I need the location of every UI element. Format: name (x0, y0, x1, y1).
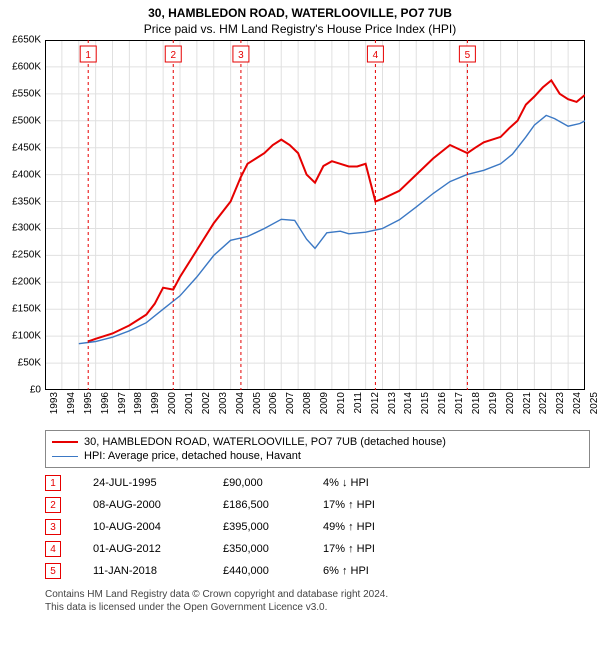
transaction-price: £186,500 (223, 499, 323, 511)
x-tick-label: 2015 (420, 392, 431, 414)
x-tick-label: 2010 (336, 392, 347, 414)
x-tick-label: 2008 (302, 392, 313, 414)
y-tick-label: £450K (12, 142, 41, 153)
footer-text: Contains HM Land Registry data © Crown c… (45, 588, 590, 614)
chart-container: { "title": "30, HAMBLEDON ROAD, WATERLOO… (0, 0, 600, 650)
x-tick-label: 1999 (150, 392, 161, 414)
x-tick-label: 2012 (370, 392, 381, 414)
x-tick-label: 2004 (235, 392, 246, 414)
transaction-marker: 1 (45, 475, 61, 491)
x-tick-label: 2017 (454, 392, 465, 414)
x-tick-label: 2025 (589, 392, 600, 414)
legend-swatch (52, 441, 78, 443)
transaction-delta: 6% ↑ HPI (323, 565, 443, 577)
x-tick-label: 2002 (201, 392, 212, 414)
transaction-price: £90,000 (223, 477, 323, 489)
legend-label: HPI: Average price, detached house, Hava… (84, 450, 301, 462)
svg-text:5: 5 (465, 50, 471, 61)
footer-line-1: Contains HM Land Registry data © Crown c… (45, 588, 590, 601)
transaction-delta: 4% ↓ HPI (323, 477, 443, 489)
y-tick-label: £350K (12, 196, 41, 207)
transaction-date: 24-JUL-1995 (93, 477, 223, 489)
x-tick-label: 2020 (505, 392, 516, 414)
transaction-price: £350,000 (223, 543, 323, 555)
x-tick-label: 2003 (218, 392, 229, 414)
y-tick-label: £200K (12, 277, 41, 288)
transaction-row: 5 11-JAN-2018£440,0006% ↑ HPI (45, 560, 590, 582)
y-tick-label: £500K (12, 115, 41, 126)
transactions-table: 124-JUL-1995£90,0004% ↓ HPI208-AUG-2000£… (45, 472, 590, 582)
transaction-delta: 49% ↑ HPI (323, 521, 443, 533)
svg-text:2: 2 (170, 50, 176, 61)
y-tick-label: £300K (12, 223, 41, 234)
x-tick-label: 2011 (353, 392, 364, 414)
svg-text:4: 4 (373, 50, 379, 61)
x-axis-labels: 1993 1994 1995 1996 1997 1998 1999 2000 2001 2002… (45, 390, 590, 424)
x-tick-label: 2005 (252, 392, 263, 414)
y-tick-label: £0 (30, 385, 41, 396)
transaction-price: £395,000 (223, 521, 323, 533)
chart-subtitle: Price paid vs. HM Land Registry's House … (0, 20, 600, 40)
legend-swatch (52, 456, 78, 457)
x-tick-label: 2018 (471, 392, 482, 414)
transaction-row: 2 08-AUG-2000£186,50017% ↑ HPI (45, 494, 590, 516)
x-tick-label: 2014 (403, 392, 414, 414)
svg-text:1: 1 (85, 50, 91, 61)
y-tick-label: £600K (12, 61, 41, 72)
chart-title: 30, HAMBLEDON ROAD, WATERLOOVILLE, PO7 7… (0, 0, 600, 20)
chart-area: £0£50K£100K£150K£200K£250K£300K£350K£400… (45, 40, 590, 424)
legend-label: 30, HAMBLEDON ROAD, WATERLOOVILLE, PO7 7… (84, 436, 446, 448)
footer-line-2: This data is licensed under the Open Gov… (45, 601, 590, 614)
x-tick-label: 2007 (285, 392, 296, 414)
x-tick-label: 2024 (572, 392, 583, 414)
x-tick-label: 1993 (49, 392, 60, 414)
x-tick-label: 2019 (488, 392, 499, 414)
x-tick-label: 1996 (100, 392, 111, 414)
y-tick-label: £50K (18, 358, 41, 369)
x-tick-label: 2013 (387, 392, 398, 414)
transaction-marker: 5 (45, 563, 61, 579)
transaction-delta: 17% ↑ HPI (323, 499, 443, 511)
transaction-date: 08-AUG-2000 (93, 499, 223, 511)
x-tick-label: 2021 (522, 392, 533, 414)
y-tick-label: £550K (12, 88, 41, 99)
transaction-marker: 2 (45, 497, 61, 513)
x-tick-label: 2006 (268, 392, 279, 414)
transaction-date: 10-AUG-2004 (93, 521, 223, 533)
x-tick-label: 1995 (83, 392, 94, 414)
transaction-marker: 3 (45, 519, 61, 535)
x-tick-label: 2016 (437, 392, 448, 414)
y-tick-label: £150K (12, 304, 41, 315)
y-tick-label: £650K (12, 35, 41, 46)
x-tick-label: 2001 (184, 392, 195, 414)
legend-item: HPI: Average price, detached house, Hava… (52, 449, 583, 463)
x-tick-label: 2023 (555, 392, 566, 414)
chart-svg: 1 2 3 4 5 (45, 40, 585, 390)
x-tick-label: 1998 (133, 392, 144, 414)
x-tick-label: 1997 (117, 392, 128, 414)
x-tick-label: 1994 (66, 392, 77, 414)
x-tick-label: 2000 (167, 392, 178, 414)
transaction-row: 4 01-AUG-2012£350,00017% ↑ HPI (45, 538, 590, 560)
transaction-marker: 4 (45, 541, 61, 557)
legend: 30, HAMBLEDON ROAD, WATERLOOVILLE, PO7 7… (45, 430, 590, 468)
x-tick-label: 2022 (538, 392, 549, 414)
legend-item: 30, HAMBLEDON ROAD, WATERLOOVILLE, PO7 7… (52, 435, 583, 449)
y-axis-labels: £0£50K£100K£150K£200K£250K£300K£350K£400… (3, 40, 43, 390)
transaction-row: 1 24-JUL-1995£90,0004% ↓ HPI (45, 472, 590, 494)
y-tick-label: £250K (12, 250, 41, 261)
transaction-price: £440,000 (223, 565, 323, 577)
svg-text:3: 3 (238, 50, 244, 61)
x-tick-label: 2009 (319, 392, 330, 414)
transaction-delta: 17% ↑ HPI (323, 543, 443, 555)
transaction-date: 01-AUG-2012 (93, 543, 223, 555)
transaction-date: 11-JAN-2018 (93, 565, 223, 577)
y-tick-label: £400K (12, 169, 41, 180)
y-tick-label: £100K (12, 331, 41, 342)
transaction-row: 3 10-AUG-2004£395,00049% ↑ HPI (45, 516, 590, 538)
